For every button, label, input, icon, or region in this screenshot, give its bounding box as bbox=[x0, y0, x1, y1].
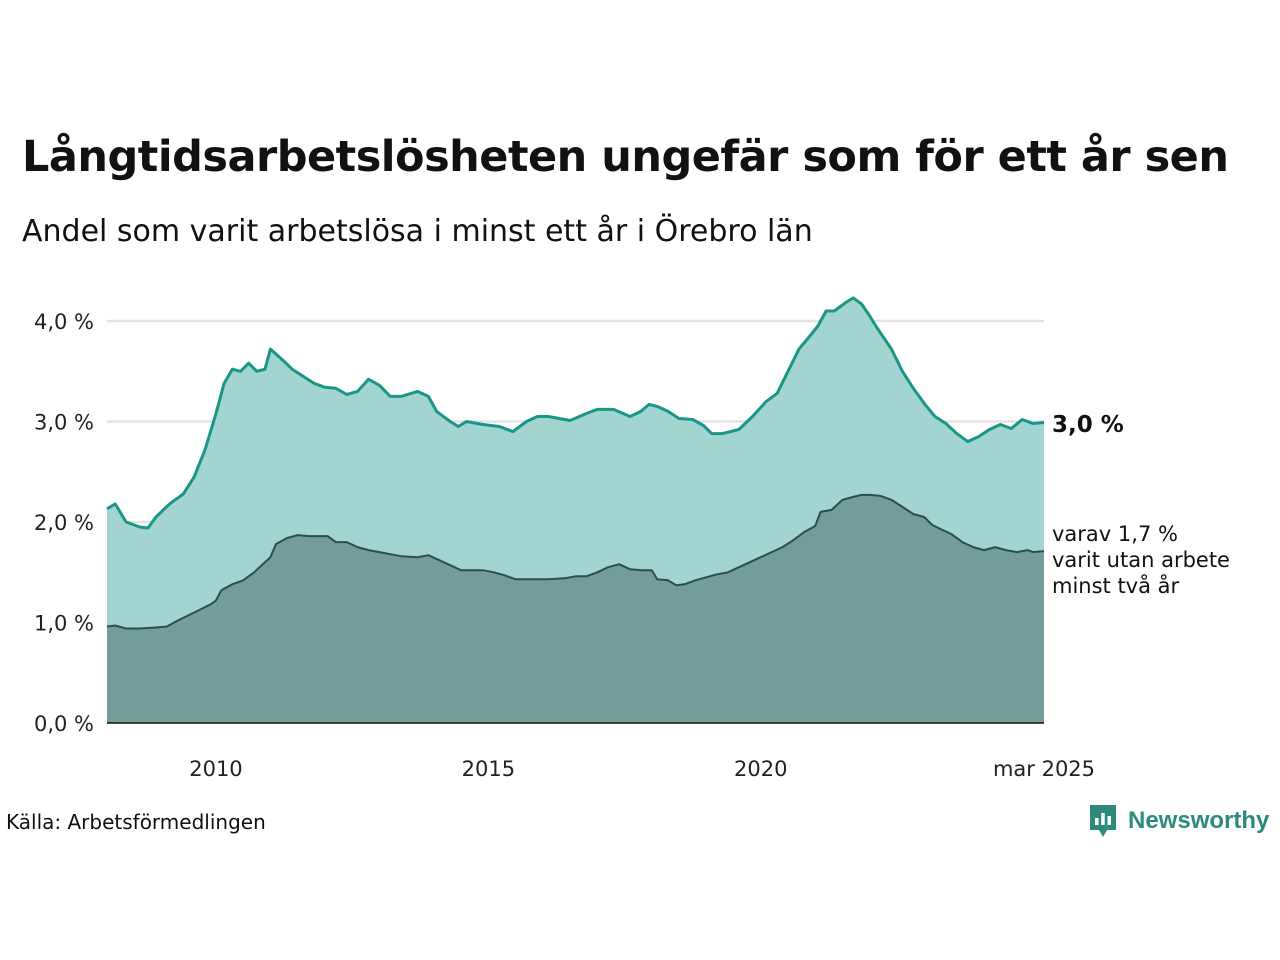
annotation-line-2: varit utan arbete bbox=[1052, 548, 1230, 572]
brand-logo[interactable]: Newsworthy bbox=[1088, 803, 1269, 839]
chart-labels: 3,0 % varav 1,7 % varit utan arbete mins… bbox=[1052, 412, 1230, 598]
brand-name: Newsworthy bbox=[1128, 807, 1270, 834]
x-tick-label: mar 2025 bbox=[993, 757, 1095, 781]
annotation-line-1: varav 1,7 % bbox=[1052, 522, 1178, 546]
series-two-year-area bbox=[107, 494, 1044, 723]
newsworthy-logo-icon bbox=[1090, 805, 1116, 837]
series-total-line bbox=[106, 296, 1045, 530]
annotation-line-3: minst två år bbox=[1052, 573, 1180, 598]
y-tick-label: 0,0 % bbox=[34, 712, 94, 736]
data-areas bbox=[106, 296, 1045, 723]
y-tick-label: 1,0 % bbox=[34, 612, 94, 636]
chart-title: Långtidsarbetslösheten ungefär som för e… bbox=[22, 132, 1229, 182]
chart-subtitle: Andel som varit arbetslösa i minst ett å… bbox=[22, 214, 813, 249]
y-tick-label: 2,0 % bbox=[34, 511, 94, 535]
axes: 0,0 % 1,0 % 2,0 % 3,0 % 4,0 % 2010 2015 2020 mar… bbox=[34, 310, 1095, 781]
y-tick-label: 3,0 % bbox=[34, 411, 94, 435]
end-value-label: 3,0 % bbox=[1052, 412, 1124, 438]
x-tick-label: 2020 bbox=[734, 757, 787, 781]
source-note: Källa: Arbetsförmedlingen bbox=[6, 810, 266, 834]
x-tick-label: 2015 bbox=[462, 757, 515, 781]
series-two-year-line bbox=[106, 493, 1045, 630]
x-tick-label: 2010 bbox=[189, 757, 242, 781]
y-tick-label: 4,0 % bbox=[34, 310, 94, 334]
